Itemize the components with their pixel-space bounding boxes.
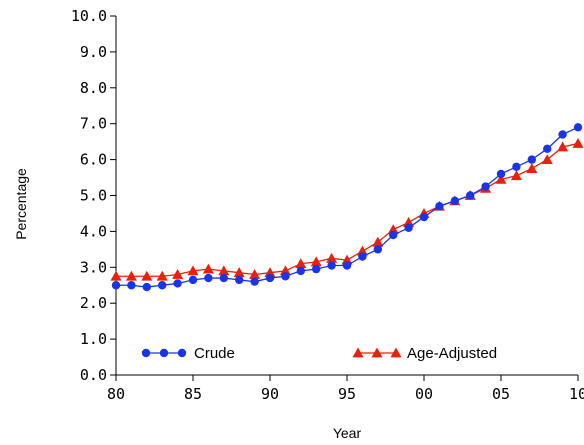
series-age-adjusted bbox=[110, 137, 584, 281]
series-crude bbox=[111, 123, 583, 292]
data-point bbox=[158, 281, 167, 290]
legend-item-age-adjusted: Age-Adjusted bbox=[352, 345, 497, 362]
y-tick-label: 6.0 bbox=[80, 151, 107, 169]
data-point bbox=[265, 273, 275, 283]
data-point bbox=[495, 173, 507, 184]
data-point bbox=[202, 263, 214, 274]
data-point bbox=[450, 196, 459, 206]
data-point bbox=[125, 270, 137, 281]
data-point bbox=[481, 182, 490, 191]
data-point bbox=[142, 282, 151, 292]
data-point bbox=[557, 141, 569, 152]
legend-marker bbox=[352, 347, 364, 358]
legend-label: Crude bbox=[194, 345, 235, 362]
data-point bbox=[279, 265, 291, 276]
data-point bbox=[127, 281, 136, 290]
data-point bbox=[526, 163, 538, 173]
axes: 0.0 1.0 2.0 3.0 4.0 5.0 6.0 7.0 8.0 9.0 10.0 80 85 90… bbox=[71, 7, 584, 403]
x-tick-label: 85 bbox=[184, 385, 202, 403]
data-point bbox=[435, 202, 444, 211]
data-point bbox=[356, 245, 368, 256]
data-point bbox=[326, 252, 338, 263]
data-point bbox=[496, 169, 506, 179]
data-point bbox=[310, 256, 322, 267]
data-point bbox=[172, 268, 184, 279]
data-point bbox=[373, 245, 382, 254]
data-point bbox=[156, 270, 168, 281]
y-tick-label: 0.0 bbox=[80, 366, 107, 384]
legend-marker bbox=[159, 348, 169, 358]
data-point bbox=[403, 216, 415, 227]
data-point bbox=[341, 254, 353, 265]
legend-item-crude: Crude bbox=[141, 345, 235, 362]
x-tick-label: 10 bbox=[569, 385, 584, 403]
data-point bbox=[188, 275, 198, 285]
data-point bbox=[233, 267, 245, 278]
y-tick-label: 4.0 bbox=[80, 222, 107, 240]
data-point bbox=[372, 236, 384, 247]
y-axis-title: Percentage bbox=[13, 168, 29, 240]
legend: Crude Age-Adjusted bbox=[141, 345, 497, 362]
legend-label: Age-Adjusted bbox=[407, 345, 497, 362]
data-point bbox=[141, 270, 153, 281]
data-point bbox=[466, 191, 475, 200]
y-tick-label: 2.0 bbox=[80, 294, 107, 312]
data-point bbox=[419, 212, 429, 222]
data-point bbox=[312, 264, 321, 274]
data-point bbox=[219, 273, 228, 283]
data-point bbox=[110, 270, 122, 281]
data-point bbox=[264, 267, 276, 278]
y-tick-label: 10.0 bbox=[71, 7, 107, 25]
series-layer bbox=[110, 123, 584, 292]
data-point bbox=[296, 266, 305, 276]
data-point bbox=[387, 224, 399, 235]
data-point bbox=[218, 265, 230, 276]
data-point bbox=[541, 154, 553, 164]
data-point bbox=[389, 230, 398, 240]
y-tick-label: 3.0 bbox=[80, 258, 107, 276]
x-tick-label: 00 bbox=[415, 385, 433, 403]
y-tick-label: 7.0 bbox=[80, 115, 107, 133]
y-tick-label: 1.0 bbox=[80, 330, 107, 348]
data-point bbox=[543, 144, 552, 154]
y-tick-label: 8.0 bbox=[80, 79, 107, 97]
y-tick-label: 9.0 bbox=[80, 43, 107, 61]
data-point bbox=[249, 268, 261, 279]
data-point bbox=[573, 123, 583, 132]
data-point bbox=[281, 272, 290, 281]
x-tick-label: 95 bbox=[338, 385, 356, 403]
legend-marker bbox=[177, 348, 187, 358]
data-point bbox=[204, 273, 213, 283]
data-point bbox=[327, 261, 336, 270]
data-point bbox=[111, 281, 121, 290]
data-point bbox=[527, 155, 536, 164]
data-point bbox=[173, 279, 182, 288]
legend-marker bbox=[371, 347, 383, 358]
data-point bbox=[512, 162, 521, 171]
data-point bbox=[510, 170, 522, 181]
data-point bbox=[572, 137, 584, 148]
x-axis-title: Year bbox=[333, 425, 362, 441]
x-tick-label: 05 bbox=[492, 385, 510, 403]
data-point bbox=[342, 261, 352, 270]
data-point bbox=[404, 223, 413, 233]
data-point bbox=[295, 258, 307, 269]
data-point bbox=[358, 252, 367, 261]
x-tick-label: 90 bbox=[261, 385, 279, 403]
data-point bbox=[235, 275, 244, 285]
legend-marker bbox=[390, 347, 402, 358]
data-point bbox=[558, 130, 567, 139]
data-point bbox=[187, 265, 199, 276]
x-tick-label: 80 bbox=[107, 385, 125, 403]
y-tick-label: 5.0 bbox=[80, 187, 107, 205]
data-point bbox=[250, 277, 259, 286]
legend-marker bbox=[141, 348, 151, 358]
